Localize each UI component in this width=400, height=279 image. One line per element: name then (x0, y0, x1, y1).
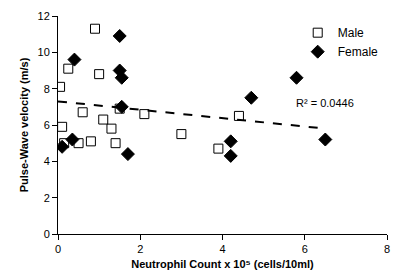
svg-text:2: 2 (44, 192, 50, 204)
svg-text:Pulse-Wave velocity (m/s): Pulse-Wave velocity (m/s) (18, 57, 30, 192)
svg-text:4: 4 (219, 243, 225, 255)
svg-text:Male: Male (338, 26, 364, 40)
svg-text:0: 0 (55, 243, 61, 255)
svg-text:8: 8 (44, 83, 50, 95)
svg-text:2: 2 (137, 243, 143, 255)
svg-text:6: 6 (44, 119, 50, 131)
svg-text:12: 12 (38, 10, 50, 22)
svg-text:Female: Female (338, 45, 378, 59)
svg-text:8: 8 (384, 243, 390, 255)
svg-text:Neutrophil Count x 10⁵ (cells/: Neutrophil Count x 10⁵ (cells/10ml) (131, 258, 314, 270)
svg-text:0: 0 (44, 228, 50, 240)
svg-text:4: 4 (44, 155, 50, 167)
svg-text:6: 6 (302, 243, 308, 255)
svg-text:10: 10 (38, 46, 50, 58)
svg-text:R² = 0.0446: R² = 0.0446 (296, 97, 354, 109)
